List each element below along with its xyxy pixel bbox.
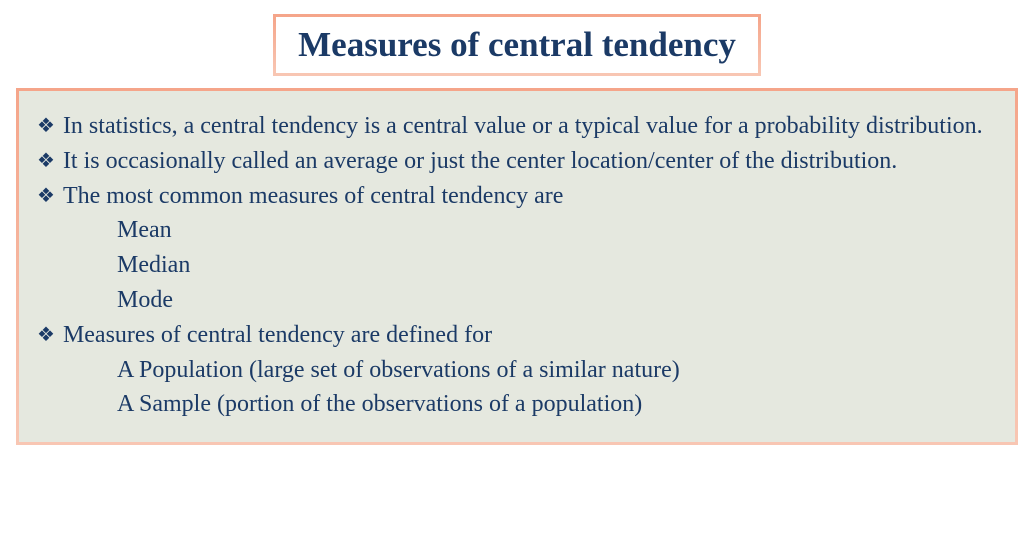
list-item: ❖ In statistics, a central tendency is a… bbox=[37, 109, 997, 144]
content-box: ❖ In statistics, a central tendency is a… bbox=[16, 88, 1018, 445]
list-item: ❖ It is occasionally called an average o… bbox=[37, 144, 997, 179]
bullet-text: Measures of central tendency are defined… bbox=[63, 318, 997, 353]
title-box: Measures of central tendency bbox=[273, 14, 761, 76]
sub-item: Mode bbox=[37, 283, 997, 318]
list-item: ❖ The most common measures of central te… bbox=[37, 179, 997, 214]
list-item: ❖ Measures of central tendency are defin… bbox=[37, 318, 997, 353]
sub-item: Mean bbox=[37, 213, 997, 248]
diamond-bullet-icon: ❖ bbox=[37, 318, 55, 352]
sub-item: Median bbox=[37, 248, 997, 283]
page-title: Measures of central tendency bbox=[298, 25, 736, 65]
diamond-bullet-icon: ❖ bbox=[37, 179, 55, 213]
diamond-bullet-icon: ❖ bbox=[37, 144, 55, 178]
sub-item: A Sample (portion of the observations of… bbox=[37, 387, 997, 422]
diamond-bullet-icon: ❖ bbox=[37, 109, 55, 143]
bullet-text: It is occasionally called an average or … bbox=[63, 144, 997, 179]
sub-item: A Population (large set of observations … bbox=[37, 353, 997, 388]
bullet-text: In statistics, a central tendency is a c… bbox=[63, 109, 997, 144]
bullet-text: The most common measures of central tend… bbox=[63, 179, 997, 214]
